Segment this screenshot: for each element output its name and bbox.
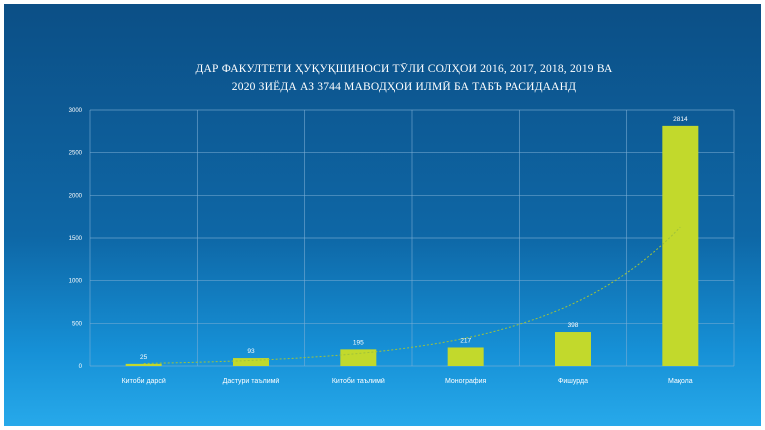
data-label: 25 xyxy=(140,354,148,361)
slide-background: ДАР ФАКУЛТЕТИ ҲУҚУҚШИНОСИ ТӮЛИ СОЛҲОИ 20… xyxy=(4,4,761,426)
data-label: 93 xyxy=(247,348,255,355)
y-tick-label: 2500 xyxy=(69,151,83,157)
y-tick-label: 1500 xyxy=(69,236,83,242)
data-label: 217 xyxy=(460,337,471,344)
data-labels: 25 93 195 217 398 2814 xyxy=(140,116,688,361)
data-label: 398 xyxy=(568,322,579,329)
data-label: 2814 xyxy=(673,116,688,123)
bar xyxy=(125,363,162,366)
bar xyxy=(233,358,269,366)
chart-title: ДАР ФАКУЛТЕТИ ҲУҚУҚШИНОСИ ТӮЛИ СОЛҲОИ 20… xyxy=(195,63,613,93)
x-tick-label: Мақола xyxy=(668,378,693,385)
x-axis: Китоби дарсӣ Дастури таълимӣ Китоби таълим… xyxy=(122,377,693,385)
x-tick-label: Китоби дарсӣ xyxy=(122,377,166,385)
data-label: 195 xyxy=(353,339,364,346)
grid-layer xyxy=(89,109,735,367)
y-tick-label: 500 xyxy=(72,321,83,327)
y-tick-label: 0 xyxy=(79,364,83,370)
y-tick-label: 2000 xyxy=(69,193,83,199)
bar xyxy=(340,349,377,366)
bars xyxy=(125,125,699,366)
bar-chart: 0 500 1000 1500 2000 2500 3000 25 93 195 217 398 28… xyxy=(69,108,735,385)
y-tick-label: 1000 xyxy=(69,279,83,285)
y-tick-label: 3000 xyxy=(69,108,83,114)
y-axis: 0 500 1000 1500 2000 2500 3000 xyxy=(69,108,83,370)
x-tick-label: Дастури таълимӣ xyxy=(223,378,280,385)
bar xyxy=(555,332,591,366)
trend-line xyxy=(143,226,681,364)
bar xyxy=(447,347,484,366)
x-tick-label: Фишурда xyxy=(558,378,588,385)
x-tick-label: Монография xyxy=(445,378,487,385)
x-tick-label: Китоби таълимӣ xyxy=(332,377,385,385)
bar xyxy=(662,125,699,366)
